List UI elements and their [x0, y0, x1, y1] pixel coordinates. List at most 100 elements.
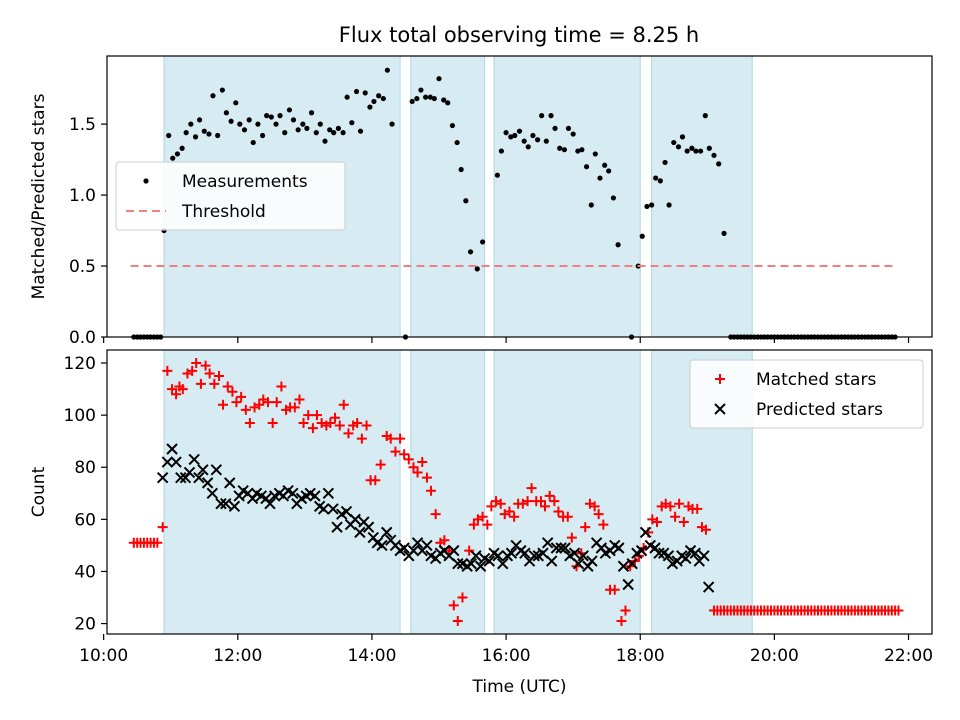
matched-stars-point	[325, 417, 336, 428]
measurement-point	[539, 113, 545, 119]
matched-stars-point	[385, 433, 396, 444]
y-tick-label: 20	[74, 615, 96, 635]
predicted-stars-point	[183, 466, 196, 479]
legend-label: Measurements	[182, 172, 308, 192]
measurement-point	[543, 138, 549, 144]
measurement-point	[706, 145, 712, 151]
bottom-observing-interval-2	[493, 349, 641, 635]
matched-stars-point	[167, 384, 178, 395]
matched-stars-point	[544, 490, 555, 501]
measurement-point	[711, 152, 717, 158]
matched-stars-point	[535, 496, 546, 507]
measurement-point	[409, 98, 415, 105]
predicted-stars-point	[662, 550, 675, 562]
measurement-point	[508, 134, 514, 140]
predicted-stars-point	[577, 550, 589, 562]
matched-stars-point	[439, 535, 450, 546]
predicted-stars-point	[264, 498, 276, 510]
measurement-point	[418, 87, 424, 93]
measurement-point	[362, 90, 368, 96]
legend-marker	[143, 178, 149, 184]
measurement-point	[331, 130, 337, 136]
matched-stars-point	[448, 600, 459, 611]
y-tick-label: 60	[74, 510, 96, 530]
measurement-point	[427, 94, 433, 100]
measurement-point	[675, 144, 682, 150]
matched-stars-point	[598, 519, 609, 530]
matched-stars-point	[375, 459, 386, 470]
y-tick-label: 40	[74, 562, 96, 582]
measurement-point	[357, 128, 364, 134]
predicted-stars-point	[224, 477, 236, 489]
matched-stars-point	[361, 420, 372, 431]
predicted-stars-point	[702, 581, 715, 593]
measurement-point	[575, 148, 581, 154]
measurement-point	[300, 121, 306, 127]
measurement-point	[467, 249, 474, 255]
measurement-point	[702, 113, 708, 119]
measurement-point	[277, 113, 283, 119]
matched-stars-point	[162, 365, 173, 376]
measurement-point	[317, 121, 323, 127]
measurement-point	[273, 121, 279, 127]
measurement-point	[480, 239, 486, 245]
matched-stars-point	[289, 402, 300, 413]
measurement-point	[313, 130, 319, 136]
bottom-panel: 20 40 60 80 100 120 10:00 12:00 14:00 16:00 18:00 2…	[29, 349, 933, 697]
matched-stars-point	[482, 519, 493, 530]
x-tick-label: 20:00	[750, 646, 799, 666]
measurement-point	[644, 203, 650, 210]
measurement-point	[223, 110, 229, 116]
top-legend: Measurements Threshold	[115, 161, 346, 231]
measurement-point	[454, 139, 460, 146]
matched-stars-point	[298, 417, 309, 428]
matched-stars-point	[566, 532, 577, 543]
measurement-point	[422, 94, 429, 100]
measurement-point	[458, 166, 464, 173]
predicted-stars-point	[287, 487, 299, 500]
matched-stars-point	[674, 498, 685, 509]
matched-stars-point	[276, 381, 287, 392]
measurement-point	[535, 137, 541, 143]
measurement-point	[340, 130, 346, 136]
predicted-stars-point	[220, 498, 232, 510]
matched-stars-point	[421, 472, 432, 483]
matched-stars-point	[609, 584, 620, 595]
predicted-stars-point	[175, 471, 187, 484]
predicted-stars-point	[188, 453, 200, 466]
measurement-point	[592, 151, 598, 157]
measurement-point	[308, 110, 315, 116]
measurement-point	[639, 233, 645, 239]
predicted-stars-point	[362, 521, 375, 533]
measurement-point	[260, 132, 266, 139]
matched-stars-point	[244, 417, 255, 428]
predicted-stars-point	[327, 503, 339, 515]
measurement-point	[494, 172, 500, 178]
measurement-point	[436, 76, 442, 82]
predicted-stars-point	[421, 539, 433, 552]
predicted-stars-point	[161, 456, 174, 468]
predicted-stars-point	[541, 537, 554, 549]
matched-stars-point	[214, 371, 225, 382]
bottom-legend: Matched stars Predicted stars	[689, 359, 924, 429]
measurement-point	[721, 230, 727, 236]
measurement-point	[657, 178, 663, 184]
measurement-point	[215, 132, 221, 139]
legend-frame	[115, 161, 346, 231]
measurement-point	[697, 148, 704, 154]
predicted-stars-point	[626, 557, 638, 570]
measurement-point	[327, 127, 333, 133]
matched-stars-point	[408, 462, 419, 473]
measurement-point	[304, 125, 310, 131]
predicted-stars-point	[398, 542, 410, 554]
bottom-observing-interval-1	[410, 349, 486, 635]
predicted-stars-point	[689, 547, 701, 559]
measurement-point	[166, 132, 172, 139]
measurement-point	[693, 148, 699, 154]
predicted-stars-point	[452, 557, 464, 570]
top-observing-interval-3	[651, 55, 753, 338]
matched-stars-point	[356, 433, 367, 444]
measurement-point	[588, 202, 594, 208]
y-tick-label: 100	[64, 406, 96, 426]
measurement-point	[684, 148, 690, 154]
